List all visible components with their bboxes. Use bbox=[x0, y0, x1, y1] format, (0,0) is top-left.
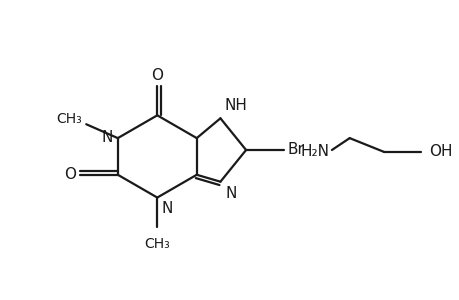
Text: N: N bbox=[101, 130, 112, 145]
Text: N: N bbox=[161, 200, 172, 215]
Text: O: O bbox=[151, 68, 163, 83]
Text: CH₃: CH₃ bbox=[144, 237, 170, 251]
Text: O: O bbox=[64, 167, 76, 182]
Text: OH: OH bbox=[429, 145, 452, 160]
Text: N: N bbox=[225, 186, 236, 201]
Text: H₂N: H₂N bbox=[300, 145, 329, 160]
Text: Br: Br bbox=[287, 142, 304, 158]
Text: CH₃: CH₃ bbox=[56, 112, 82, 126]
Text: NH: NH bbox=[224, 98, 247, 113]
